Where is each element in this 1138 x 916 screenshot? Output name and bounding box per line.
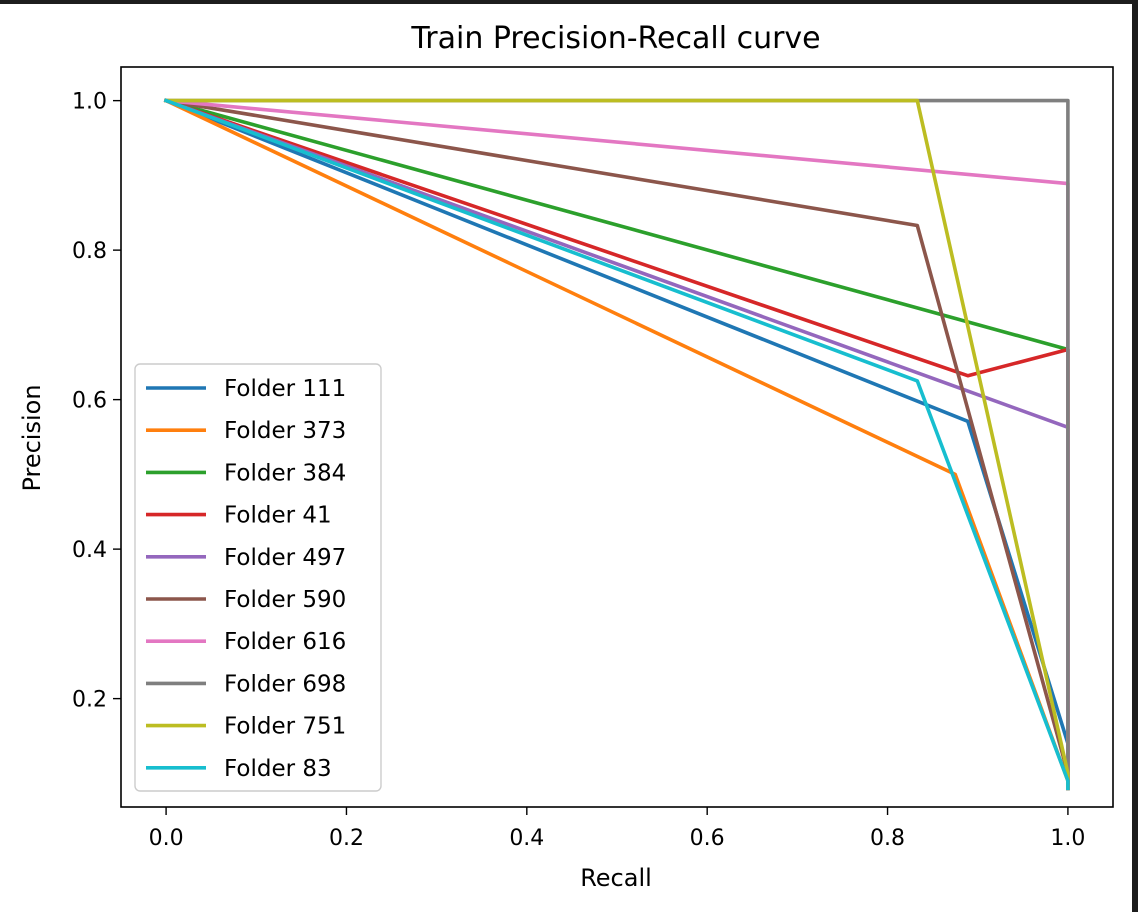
legend: Folder 111 Folder 373 Folder 384 Folder 41 F… — [134, 363, 382, 792]
y-axis-label: Precision — [18, 384, 46, 491]
legend-label: Folder 751 — [224, 714, 346, 740]
top-edge — [0, 0, 1138, 4]
x-axis-ticks: 0.0 0.2 0.4 0.6 0.8 1.0 — [149, 807, 1085, 851]
y-tick-label: 0.6 — [72, 389, 107, 414]
x-tick-label: 0.6 — [690, 826, 725, 851]
x-tick-label: 0.8 — [870, 826, 905, 851]
x-tick-label: 1.0 — [1050, 826, 1085, 851]
x-tick-label: 0.0 — [149, 826, 184, 851]
x-tick-label: 0.4 — [509, 826, 544, 851]
y-axis-ticks: 0.2 0.4 0.6 0.8 1.0 — [72, 90, 121, 713]
series-line-folder-83 — [163, 98, 1070, 791]
y-tick-label: 0.8 — [72, 239, 107, 264]
legend-label: Folder 616 — [224, 629, 346, 655]
legend-label: Folder 497 — [224, 545, 346, 571]
legend-label: Folder 373 — [224, 418, 346, 444]
legend-label: Folder 41 — [224, 503, 332, 529]
legend-label: Folder 111 — [224, 376, 346, 402]
y-tick-label: 1.0 — [72, 90, 107, 115]
x-tick-label: 0.2 — [329, 826, 364, 851]
series-layer — [163, 98, 1070, 791]
right-edge — [1132, 0, 1138, 912]
y-tick-label: 0.2 — [72, 688, 107, 713]
legend-label: Folder 384 — [224, 460, 346, 486]
legend-label: Folder 590 — [224, 587, 346, 613]
legend-label: Folder 83 — [224, 756, 332, 782]
y-tick-label: 0.4 — [72, 538, 107, 563]
legend-items: Folder 111 Folder 373 Folder 384 Folder 41 F… — [146, 376, 346, 782]
axes-frame — [120, 66, 1114, 808]
chart-title: Train Precision-Recall curve — [410, 21, 820, 56]
legend-label: Folder 698 — [224, 671, 346, 697]
x-axis-label: Recall — [580, 864, 652, 892]
